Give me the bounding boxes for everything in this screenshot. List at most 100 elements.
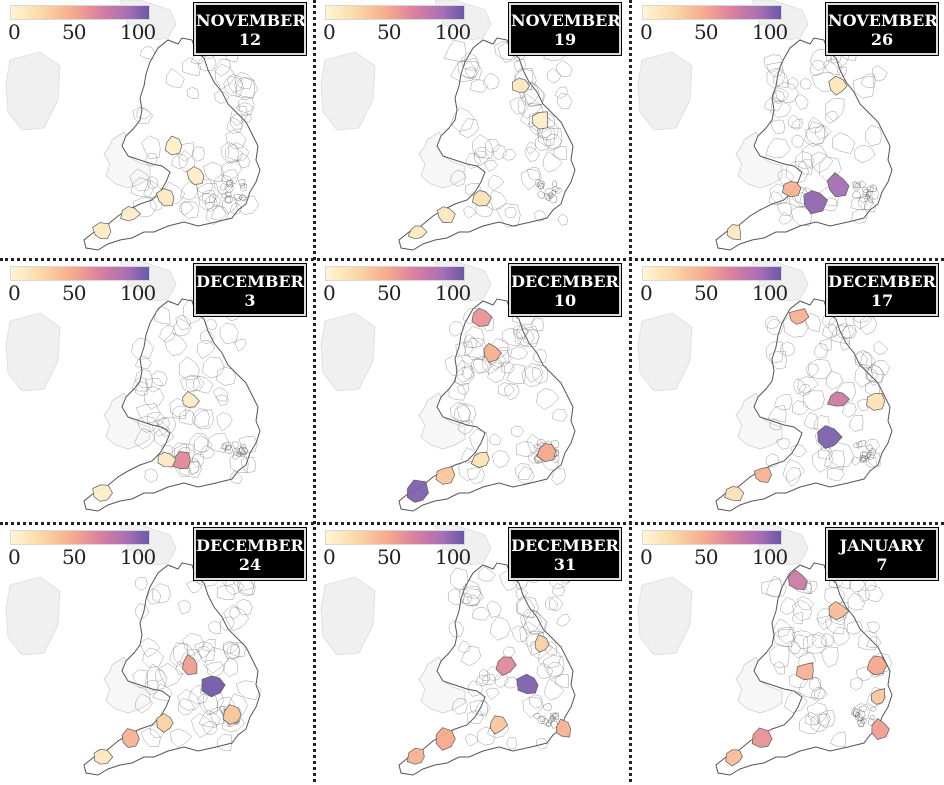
district-boundary — [194, 641, 216, 662]
district-boundary — [865, 456, 877, 468]
district-boundary — [515, 325, 529, 339]
district-boundary — [765, 453, 780, 468]
district-boundary — [517, 465, 535, 485]
district-boundary — [493, 144, 507, 161]
district-boundary — [854, 350, 868, 366]
district-boundary — [821, 646, 839, 668]
district-boundary — [822, 323, 839, 339]
district-boundary — [186, 580, 203, 594]
district-boundary — [503, 646, 515, 658]
date-month: DECEMBER — [196, 272, 304, 291]
london-borough — [548, 717, 555, 724]
legend-gradient-bar — [10, 266, 150, 281]
hotspot-cornwall — [92, 222, 112, 240]
ireland-outline — [320, 51, 376, 131]
london-borough — [544, 187, 554, 196]
district-boundary — [495, 203, 521, 228]
district-boundary — [202, 356, 225, 379]
london-borough — [860, 717, 867, 725]
color-legend: 0 50 100 — [8, 5, 156, 45]
district-boundary — [487, 174, 505, 192]
district-boundary — [171, 405, 187, 419]
district-boundary — [208, 192, 222, 206]
date-day: 7 — [876, 555, 888, 574]
panel-divider-vertical — [629, 0, 632, 782]
legend-tick-mid: 50 — [694, 20, 718, 44]
district-boundary — [455, 341, 474, 357]
district-boundary — [773, 661, 785, 675]
district-boundary — [516, 328, 535, 347]
district-boundary — [799, 714, 821, 734]
district-boundary — [177, 689, 203, 711]
district-boundary — [458, 640, 471, 654]
district-boundary — [466, 710, 484, 724]
district-boundary — [179, 200, 194, 216]
district-boundary — [860, 351, 876, 370]
district-boundary — [134, 427, 156, 450]
district-boundary — [230, 114, 243, 130]
district-boundary — [449, 320, 465, 337]
district-boundary — [767, 405, 787, 423]
date-label: NOVEMBER 26 — [826, 3, 938, 55]
district-boundary — [200, 329, 215, 345]
district-boundary — [171, 318, 192, 337]
district-boundary — [792, 599, 813, 622]
district-boundary — [850, 197, 867, 211]
district-boundary — [528, 694, 543, 709]
london-borough — [231, 441, 240, 449]
district-boundary — [764, 316, 780, 329]
district-boundary — [870, 360, 891, 376]
district-boundary — [831, 132, 856, 154]
legend-gradient-bar — [10, 5, 150, 20]
hotspot-somerset — [470, 451, 490, 468]
district-boundary — [201, 721, 218, 736]
london-borough — [550, 720, 558, 729]
london-borough — [549, 712, 557, 719]
legend-tick-min: 0 — [323, 20, 336, 44]
district-boundary — [866, 636, 882, 648]
legend-tick-max: 100 — [435, 281, 471, 305]
legend-tick-mid: 50 — [62, 281, 86, 305]
legend-tick-mid: 50 — [62, 20, 86, 44]
district-boundary — [471, 607, 491, 621]
date-label: DECEMBER 31 — [509, 528, 621, 580]
district-boundary — [478, 566, 496, 582]
district-boundary — [848, 414, 864, 432]
district-boundary — [443, 39, 467, 63]
date-label: DECEMBER 24 — [194, 528, 306, 580]
district-boundary — [187, 432, 209, 454]
district-boundary — [554, 86, 569, 99]
district-boundary — [524, 363, 544, 384]
district-boundary — [234, 195, 260, 215]
district-boundary — [212, 387, 229, 402]
london-borough — [867, 196, 874, 204]
district-boundary — [194, 409, 215, 430]
district-boundary — [544, 678, 565, 701]
district-boundary — [773, 69, 788, 88]
district-boundary — [811, 72, 838, 92]
hotspot-devon — [435, 727, 456, 751]
legend-tick-max: 100 — [752, 281, 788, 305]
district-boundary — [547, 68, 562, 84]
date-day: 19 — [553, 30, 577, 49]
legend-gradient-bar — [642, 530, 782, 545]
district-boundary — [136, 415, 158, 433]
district-boundary — [152, 583, 171, 604]
district-boundary — [768, 350, 787, 370]
district-boundary — [216, 366, 237, 386]
london-borough — [537, 190, 545, 199]
district-boundary — [197, 182, 220, 205]
district-boundary — [214, 174, 235, 196]
london-borough — [226, 179, 232, 188]
district-boundary — [825, 370, 844, 390]
panel-divider-horizontal — [0, 522, 944, 525]
district-boundary — [873, 340, 889, 355]
district-boundary — [769, 418, 782, 431]
district-boundary — [178, 600, 192, 615]
district-boundary — [510, 425, 525, 437]
district-boundary — [458, 118, 480, 139]
hotspot-cumbria — [788, 308, 810, 325]
district-boundary — [785, 467, 801, 487]
london-borough — [869, 184, 878, 192]
